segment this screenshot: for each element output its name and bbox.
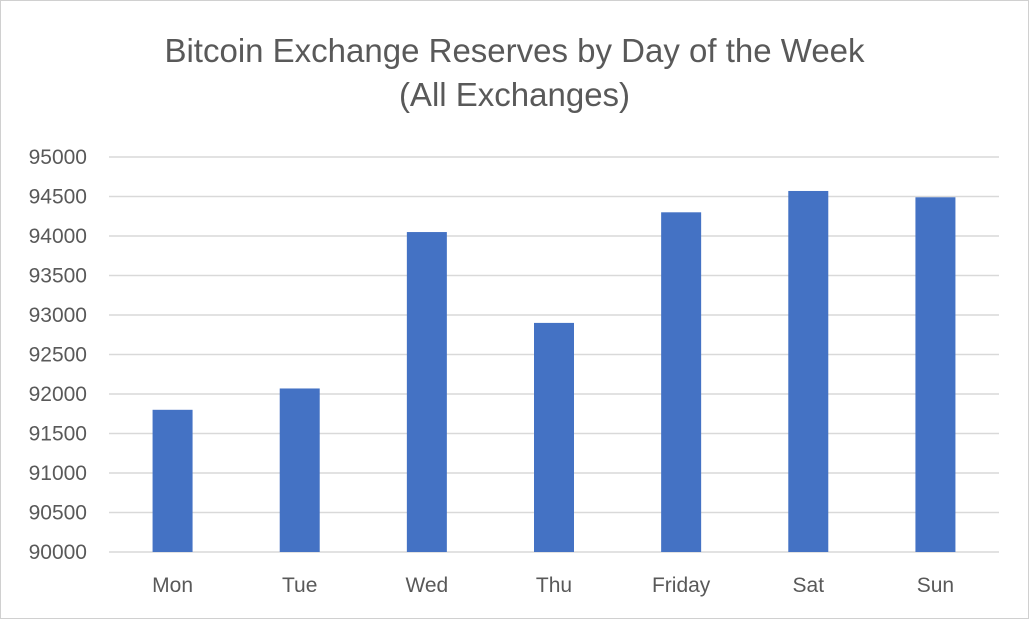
bar (788, 190, 829, 552)
x-tick-label: Tue (282, 574, 317, 597)
x-tick-label: Sun (917, 574, 954, 597)
y-tick-label: 91000 (29, 462, 87, 485)
chart-title-line-2: (All Exchanges) (398, 76, 631, 113)
bar (534, 322, 574, 552)
bar (152, 409, 193, 552)
y-tick-label: 90000 (29, 541, 87, 564)
x-tick-label: Friday (652, 574, 711, 597)
y-tick-label: 92000 (29, 383, 87, 406)
x-tick-label: Thu (536, 574, 572, 597)
bar (406, 232, 447, 553)
bar (915, 197, 956, 553)
y-tick-label: 93500 (29, 265, 87, 288)
y-tick-label: 90500 (29, 502, 87, 525)
y-tick-label: 93000 (29, 304, 87, 327)
chart-title: Bitcoin Exchange Reserves by Day of the … (1, 29, 1028, 117)
y-tick-label: 91500 (29, 423, 87, 446)
y-tick-label: 94000 (29, 225, 87, 248)
y-tick-label: 92500 (29, 344, 87, 367)
y-tick-label: 95000 (29, 146, 87, 169)
x-tick-label: Wed (405, 574, 448, 597)
x-tick-label: Mon (152, 574, 193, 597)
y-tick-label: 94500 (29, 186, 87, 209)
bar (279, 388, 320, 552)
bar (661, 212, 702, 553)
x-tick-label: Sat (793, 574, 825, 597)
chart-title-line-1: Bitcoin Exchange Reserves by Day of the … (164, 32, 865, 69)
